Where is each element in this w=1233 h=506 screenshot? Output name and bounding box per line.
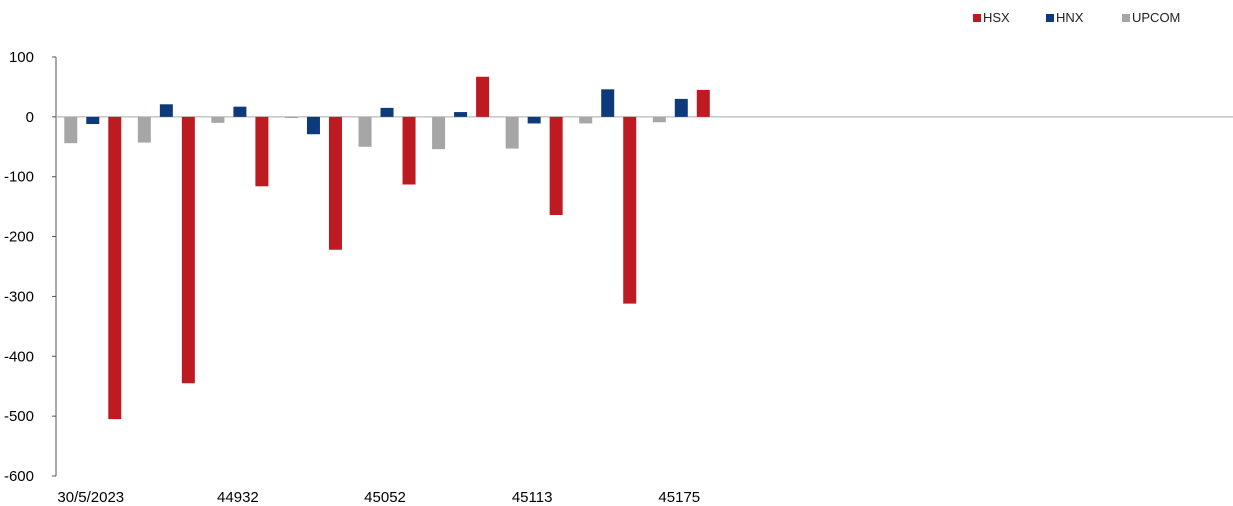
legend-swatch-hnx (1046, 14, 1054, 22)
bar-hnx (454, 112, 468, 117)
axes (52, 56, 1233, 477)
bar-hsx (696, 89, 710, 117)
x-tick-label: 45052 (364, 489, 406, 506)
bar-hnx (601, 89, 615, 117)
legend: HSX HNX UPCOM (973, 10, 1180, 25)
bar-hsx (255, 116, 269, 187)
bar-upcom (137, 116, 151, 143)
bar-upcom (211, 116, 225, 123)
legend-swatch-upcom (1122, 14, 1130, 22)
bar-upcom (284, 116, 298, 119)
bars (64, 76, 710, 420)
legend-label-upcom: UPCOM (1132, 10, 1180, 25)
legend-label-hnx: HNX (1056, 10, 1084, 25)
bar-hnx (306, 116, 320, 135)
x-tick-label: 45175 (658, 489, 700, 506)
y-tick-label: 0 (26, 109, 34, 126)
y-tick-label: -100 (4, 169, 34, 186)
bar-hsx (328, 116, 342, 250)
y-tick-label: 100 (9, 49, 34, 66)
legend-label-hsx: HSX (983, 10, 1010, 25)
bar-hnx (380, 107, 394, 117)
bar-hsx (476, 76, 490, 117)
bar-hnx (159, 104, 173, 117)
bar-hnx (233, 106, 247, 117)
y-tick-label: -200 (4, 229, 34, 246)
y-tick-label: -300 (4, 288, 34, 305)
x-tick-label: 44932 (217, 489, 259, 506)
bar-upcom (652, 116, 666, 123)
bar-upcom (432, 116, 446, 150)
bar-hnx (527, 116, 541, 124)
y-tick-label: -600 (4, 468, 34, 485)
bar-hsx (549, 116, 563, 216)
x-tick-label: 45113 (512, 489, 553, 506)
bar-hsx (402, 116, 416, 185)
tick-labels: 100 0 -100 -200 -300 -400 -500 -600 30/5/2023 449… (4, 49, 700, 506)
x-tick-label: 30/5/2023 (57, 489, 124, 506)
bar-upcom (64, 116, 78, 144)
legend-swatch-hsx (973, 14, 981, 22)
bar-upcom (358, 116, 372, 147)
bar-hsx (108, 116, 122, 420)
bar-upcom (505, 116, 519, 149)
bar-hsx (181, 116, 195, 384)
bar-upcom (579, 116, 593, 124)
y-tick-label: -500 (4, 408, 34, 425)
y-tick-label: -400 (4, 348, 34, 365)
bar-hnx (86, 116, 100, 125)
bar-hnx (674, 98, 688, 117)
bar-hsx (623, 116, 637, 304)
